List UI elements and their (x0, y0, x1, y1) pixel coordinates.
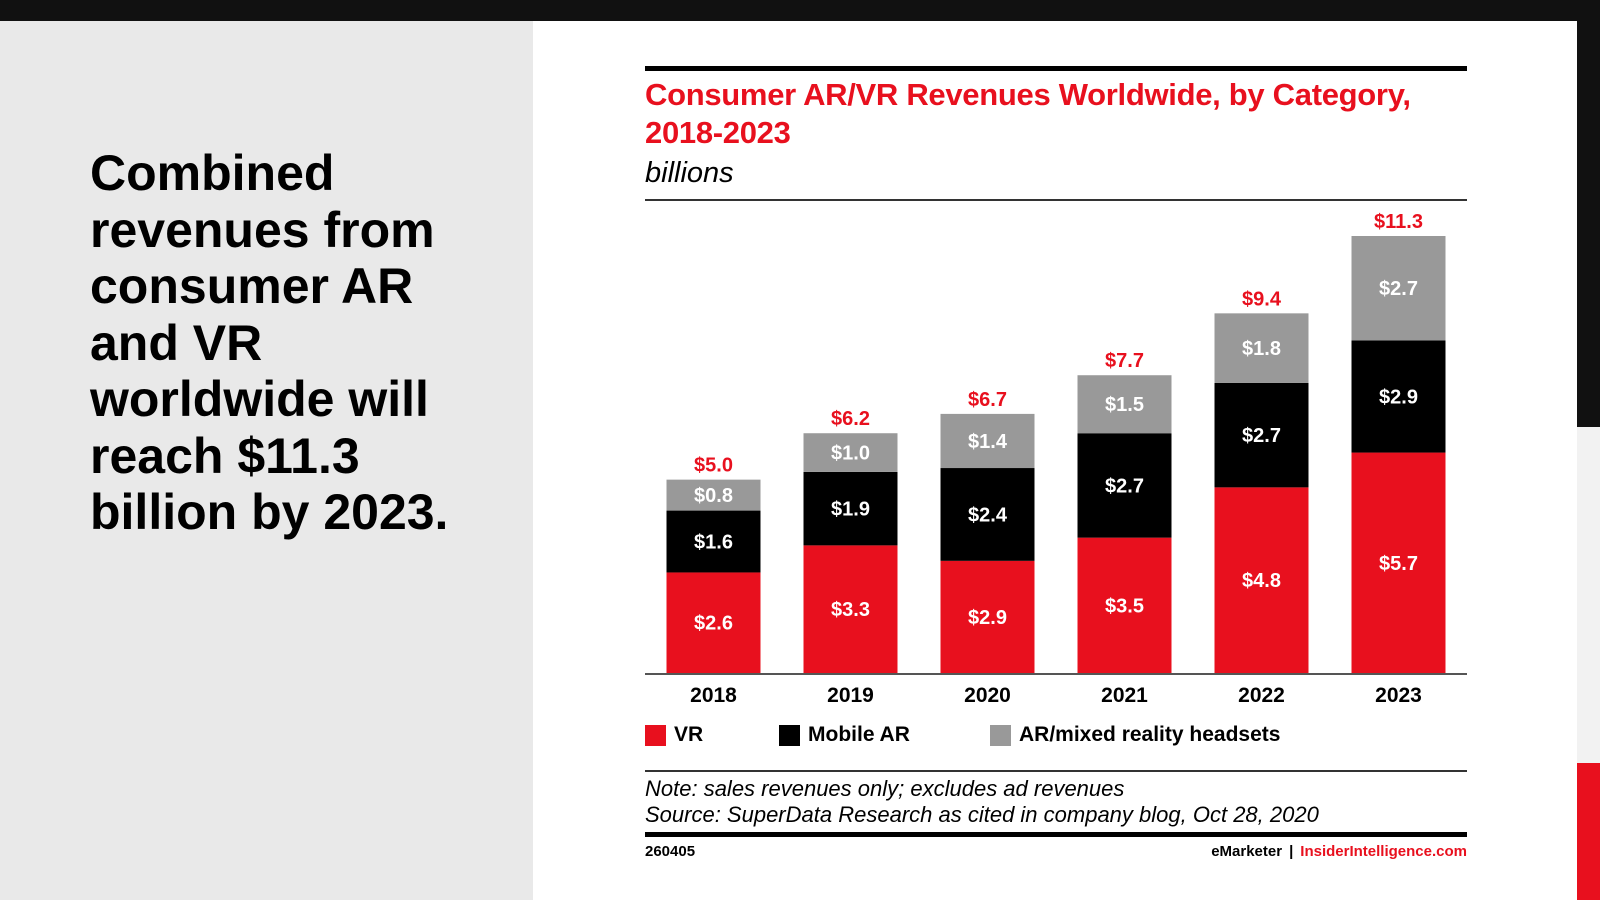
x-tick-label-2020: 2020 (964, 684, 1011, 707)
bar-ar-mixed-reality-headsets-2018 (666, 479, 761, 511)
total-label-2022: $9.4 (1242, 288, 1282, 310)
chart-source: Source: SuperData Research as cited in c… (645, 802, 1319, 827)
legend-swatch-mobile-ar (779, 724, 800, 746)
data-label-vr-2021: $3.5 (1105, 595, 1144, 617)
legend-item-vr: VR (645, 723, 779, 747)
bar-ar-mixed-reality-headsets-2023 (1351, 236, 1446, 341)
chart-note: Note: sales revenues only; excludes ad r… (645, 776, 1125, 801)
bar-mobile-ar-2019 (803, 471, 898, 546)
bar-vr-2019 (803, 545, 898, 673)
bar-mobile-ar-2023 (1351, 340, 1446, 453)
data-label-mobile-ar-2023: $2.9 (1379, 386, 1418, 408)
data-label-vr-2019: $3.3 (831, 599, 870, 621)
bar-vr-2020 (940, 560, 1035, 673)
data-label-ar-mixed-reality-headsets-2020: $1.4 (968, 431, 1008, 453)
bar-ar-mixed-reality-headsets-2022 (1214, 313, 1309, 383)
right-accent-red (1577, 763, 1600, 900)
legend-label-headsets: AR/mixed reality headsets (1019, 723, 1281, 746)
legend-swatch-headsets (990, 724, 1011, 746)
bar-mobile-ar-2022 (1214, 382, 1309, 488)
bar-ar-mixed-reality-headsets-2019 (803, 433, 898, 472)
slide-headline: Combined revenues from consumer AR and V… (90, 145, 449, 540)
brand-separator: | (1289, 843, 1294, 860)
left-panel (0, 21, 533, 900)
x-tick-label-2023: 2023 (1375, 684, 1422, 707)
bar-mobile-ar-2018 (666, 510, 761, 573)
data-label-ar-mixed-reality-headsets-2023: $2.7 (1379, 278, 1418, 300)
data-label-mobile-ar-2022: $2.7 (1242, 425, 1281, 447)
chart-subtitle: billions (645, 157, 734, 189)
legend-bottom-rule (645, 770, 1467, 772)
bar-vr-2021 (1077, 537, 1172, 673)
footer-rule (645, 832, 1467, 837)
data-label-ar-mixed-reality-headsets-2018: $0.8 (694, 485, 733, 507)
top-bar (0, 0, 1600, 21)
data-label-mobile-ar-2019: $1.9 (831, 499, 870, 521)
legend-label-mobile-ar: Mobile AR (808, 723, 910, 746)
total-label-2019: $6.2 (831, 408, 870, 430)
bar-ar-mixed-reality-headsets-2021 (1077, 375, 1172, 434)
data-label-ar-mixed-reality-headsets-2021: $1.5 (1105, 394, 1144, 416)
bar-ar-mixed-reality-headsets-2020 (940, 413, 1035, 469)
brand-line: eMarketer | InsiderIntelligence.com (1211, 843, 1467, 860)
data-label-ar-mixed-reality-headsets-2022: $1.8 (1242, 338, 1281, 360)
bar-vr-2022 (1214, 487, 1309, 673)
x-tick-label-2019: 2019 (827, 684, 874, 707)
right-accent-dark (1577, 0, 1600, 427)
x-tick-label-2018: 2018 (690, 684, 737, 707)
data-label-vr-2022: $4.8 (1242, 570, 1281, 592)
chart-header-rule (645, 199, 1467, 201)
chart-legend: VR Mobile AR AR/mixed reality headsets (645, 722, 1280, 748)
data-label-vr-2023: $5.7 (1379, 553, 1418, 575)
total-label-2023: $11.3 (1374, 211, 1423, 233)
data-label-mobile-ar-2021: $2.7 (1105, 475, 1144, 497)
bar-group: $2.6 $1.6 $0.8 $5.0 $3.3 $1.9 $1.0 $6.2 $2.9 $2.4… (666, 211, 1446, 673)
bar-mobile-ar-2020 (940, 468, 1035, 561)
legend-label-vr: VR (674, 723, 704, 746)
legend-item-headsets: AR/mixed reality headsets (990, 723, 1280, 747)
data-label-vr-2018: $2.6 (694, 613, 733, 635)
chart-title: Consumer AR/VR Revenues Worldwide, by Ca… (645, 77, 1411, 150)
bar-mobile-ar-2021 (1077, 433, 1172, 538)
chart-id: 260405 (645, 843, 696, 860)
total-label-2018: $5.0 (694, 455, 733, 477)
data-label-mobile-ar-2020: $2.4 (968, 504, 1008, 526)
chart-notes: Note: sales revenues only; excludes ad r… (645, 776, 1319, 828)
bar-vr-2018 (666, 572, 761, 673)
chart-top-rule (645, 66, 1467, 71)
data-label-mobile-ar-2018: $1.6 (694, 532, 733, 554)
legend-item-mobile-ar: Mobile AR (779, 723, 990, 747)
total-label-2020: $6.7 (968, 389, 1007, 411)
data-label-vr-2020: $2.9 (968, 607, 1007, 629)
website-link[interactable]: InsiderIntelligence.com (1300, 843, 1467, 860)
x-tick-label-2021: 2021 (1101, 684, 1148, 707)
bar-vr-2023 (1351, 452, 1446, 673)
x-tick-labels: 2018 2019 2020 2021 2022 2023 (690, 684, 1422, 707)
x-tick-label-2022: 2022 (1238, 684, 1285, 707)
right-accent-light (1577, 427, 1600, 763)
publisher-name: eMarketer (1211, 843, 1283, 860)
total-label-2021: $7.7 (1105, 350, 1144, 372)
data-label-ar-mixed-reality-headsets-2019: $1.0 (831, 443, 870, 465)
legend-swatch-vr (645, 724, 666, 746)
